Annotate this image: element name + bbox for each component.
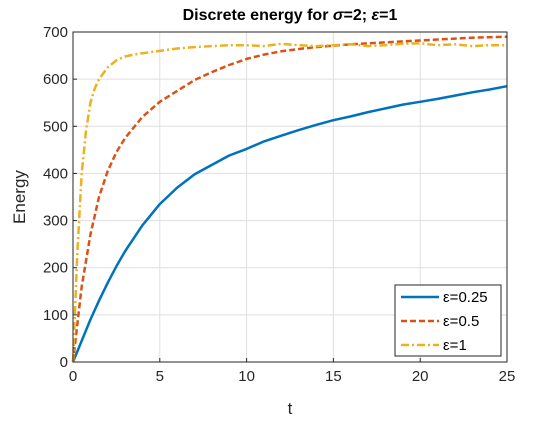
y-tick-label: 0 bbox=[60, 354, 68, 371]
y-tick-label: 400 bbox=[43, 165, 68, 182]
x-tick-label: 25 bbox=[499, 368, 516, 385]
y-axis-label: Energy bbox=[10, 170, 29, 224]
plot-frame bbox=[72, 31, 508, 363]
series-line-1 bbox=[71, 35, 508, 363]
y-tick-label: 700 bbox=[43, 24, 68, 41]
x-tick-label: 15 bbox=[325, 368, 342, 385]
series-line-0 bbox=[71, 84, 508, 363]
chart-title: Discrete energy for σ=2; ε=1 bbox=[183, 7, 398, 24]
series-layer bbox=[71, 35, 508, 363]
x-tick-label: 10 bbox=[238, 368, 255, 385]
y-tick-label: 500 bbox=[43, 118, 68, 135]
x-axis-label: t bbox=[288, 399, 293, 418]
y-tick-label: 100 bbox=[43, 307, 68, 324]
series-line-2 bbox=[71, 42, 507, 363]
ticks: 0 5 10 15 20 25 0 100 200 300 400 500 600 700 bbox=[43, 24, 515, 385]
legend: ε=0.25 ε=0.5 ε=1 bbox=[394, 284, 502, 357]
x-tick-label: 20 bbox=[412, 368, 429, 385]
x-tick-label: 0 bbox=[69, 368, 77, 385]
y-tick-label: 300 bbox=[43, 213, 68, 230]
legend-label-0: ε=0.25 bbox=[443, 289, 488, 306]
y-tick-label: 200 bbox=[43, 260, 68, 277]
x-tick-label: 5 bbox=[156, 368, 164, 385]
legend-label-2: ε=1 bbox=[443, 337, 467, 354]
y-tick-label: 600 bbox=[43, 71, 68, 88]
legend-label-1: ε=0.5 bbox=[443, 313, 479, 330]
